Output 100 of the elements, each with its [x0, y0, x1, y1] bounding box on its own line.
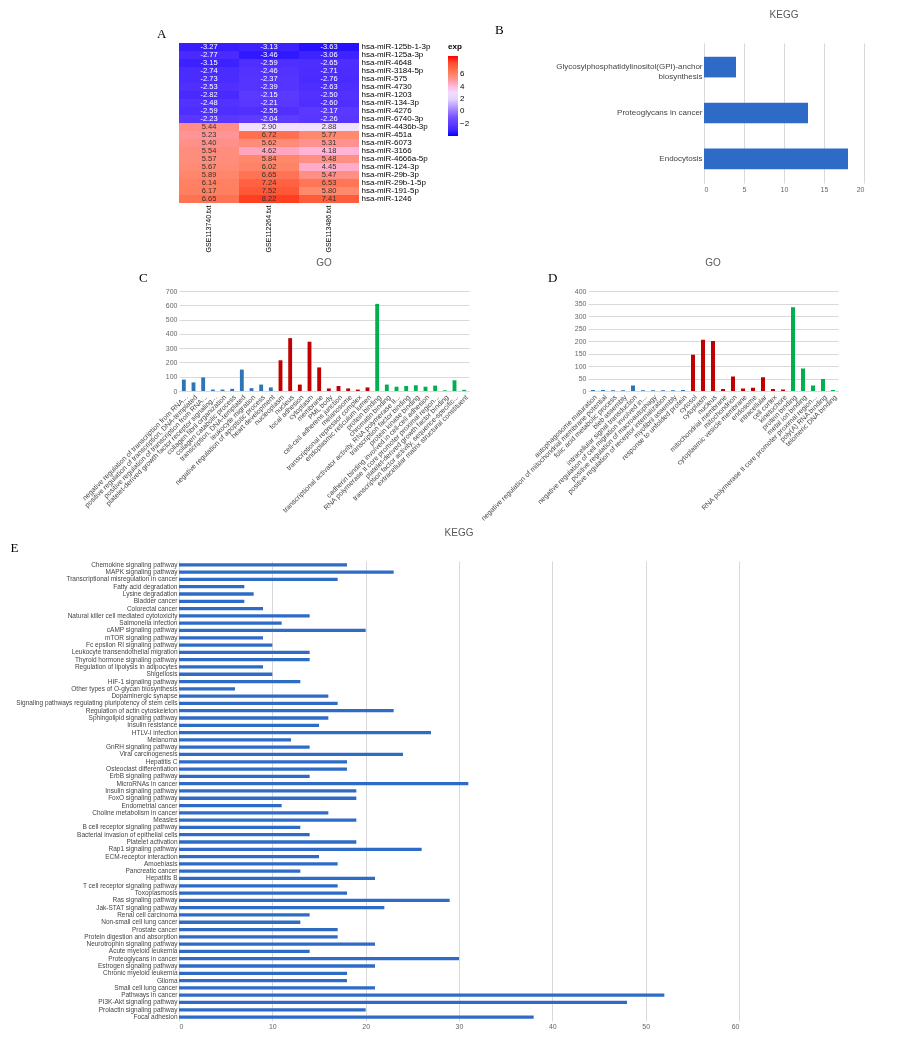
bar — [326, 388, 331, 391]
bar — [704, 102, 808, 124]
bar — [179, 782, 469, 786]
bar — [179, 621, 282, 625]
color-bar-title: exp — [448, 42, 462, 51]
y-tick-label: hsa-miR-124-3p — [361, 162, 420, 171]
bar — [179, 1015, 534, 1019]
chart-title: GO — [705, 257, 721, 268]
color-bar-label: −2 — [460, 118, 470, 128]
y-tick-label: hsa-miR-4648 — [361, 58, 413, 67]
bar — [179, 869, 301, 873]
bar — [179, 599, 245, 603]
bar — [179, 643, 273, 647]
y-tick-label: Endocytosis — [659, 153, 703, 163]
bar — [433, 385, 438, 391]
bar — [179, 665, 263, 669]
bar — [179, 738, 291, 742]
y-tick-label: hsa-miR-4666a-5p — [361, 154, 429, 163]
bar — [179, 577, 338, 582]
bar — [179, 709, 394, 713]
bar — [239, 369, 244, 391]
y-tick-label: hsa-miR-1203 — [361, 90, 413, 99]
bar — [179, 745, 310, 749]
bar — [179, 1000, 627, 1005]
bar — [179, 679, 301, 684]
bar — [346, 388, 351, 391]
bar — [631, 385, 635, 391]
bar — [179, 818, 357, 822]
y-tick-label: hsa-miR-1246 — [361, 194, 413, 203]
bar — [704, 148, 848, 170]
bar — [179, 563, 347, 567]
y-tick-label: hsa-miR-3184-5p — [361, 66, 424, 75]
bar — [179, 730, 431, 735]
bar — [179, 854, 319, 859]
y-tick-label: hsa-miR-191-5p — [361, 186, 420, 195]
bar — [179, 1008, 366, 1012]
text: E — [10, 540, 19, 555]
bar — [801, 368, 805, 391]
bar — [791, 307, 795, 391]
bar — [761, 377, 765, 391]
bar — [821, 379, 825, 391]
bar — [179, 716, 329, 720]
y-tick-label: hsa-miR-6740-3p — [361, 114, 424, 123]
bar — [179, 585, 245, 589]
color-bar-label: 4 — [460, 81, 465, 91]
bar — [179, 796, 357, 800]
bar — [179, 833, 310, 837]
y-tick-label: hsa-miR-125b-1-3p — [361, 42, 431, 51]
chart-title: GO — [316, 257, 332, 268]
y-tick-label: hsa-miR-575 — [361, 74, 408, 83]
bar — [179, 701, 338, 706]
color-bar-label: 6 — [460, 69, 465, 79]
bar — [179, 606, 263, 611]
bar — [179, 628, 366, 633]
bar — [179, 570, 394, 574]
bar — [179, 774, 310, 778]
bar — [268, 387, 273, 391]
bar — [701, 339, 705, 391]
text: C — [139, 270, 148, 285]
bar — [179, 935, 338, 939]
bar — [179, 884, 338, 888]
bar — [179, 847, 422, 851]
bar — [751, 387, 755, 391]
bar — [179, 876, 375, 881]
bar — [179, 942, 375, 946]
bar — [179, 789, 357, 793]
chart-title: KEGG — [444, 527, 474, 538]
y-tick-label: hsa-miR-125a-3p — [361, 50, 424, 59]
color-bar-label: 2 — [460, 94, 465, 104]
bar — [179, 658, 310, 662]
bar — [179, 592, 254, 596]
y-tick-label: hsa-miR-134-3p — [361, 98, 420, 107]
bar — [179, 891, 347, 895]
text: A — [157, 26, 167, 41]
bar — [179, 687, 235, 691]
bar — [317, 367, 322, 391]
bar — [179, 949, 310, 954]
bar — [179, 840, 357, 844]
bar — [691, 354, 695, 391]
bar — [201, 377, 206, 391]
bar — [179, 825, 301, 830]
text: D — [548, 270, 558, 285]
bar — [230, 388, 235, 391]
bar — [375, 303, 380, 391]
bar — [731, 376, 735, 391]
bar — [179, 614, 310, 618]
y-tick-label: hsa-miR-29b-3p — [361, 170, 420, 179]
bar — [811, 385, 815, 391]
bar — [179, 993, 665, 997]
bar — [179, 913, 310, 917]
bar — [704, 56, 736, 78]
y-tick-label: hsa-miR-3166 — [361, 146, 413, 155]
bar — [179, 694, 329, 698]
bar — [179, 927, 338, 932]
bar — [179, 986, 375, 990]
bar — [179, 636, 263, 640]
bar — [179, 811, 329, 815]
y-tick-label: hsa-miR-451a — [361, 130, 413, 139]
y-tick-label: hsa-miR-29b-1-5p — [361, 178, 427, 187]
y-tick-label: hsa-miR-4730 — [361, 82, 413, 91]
